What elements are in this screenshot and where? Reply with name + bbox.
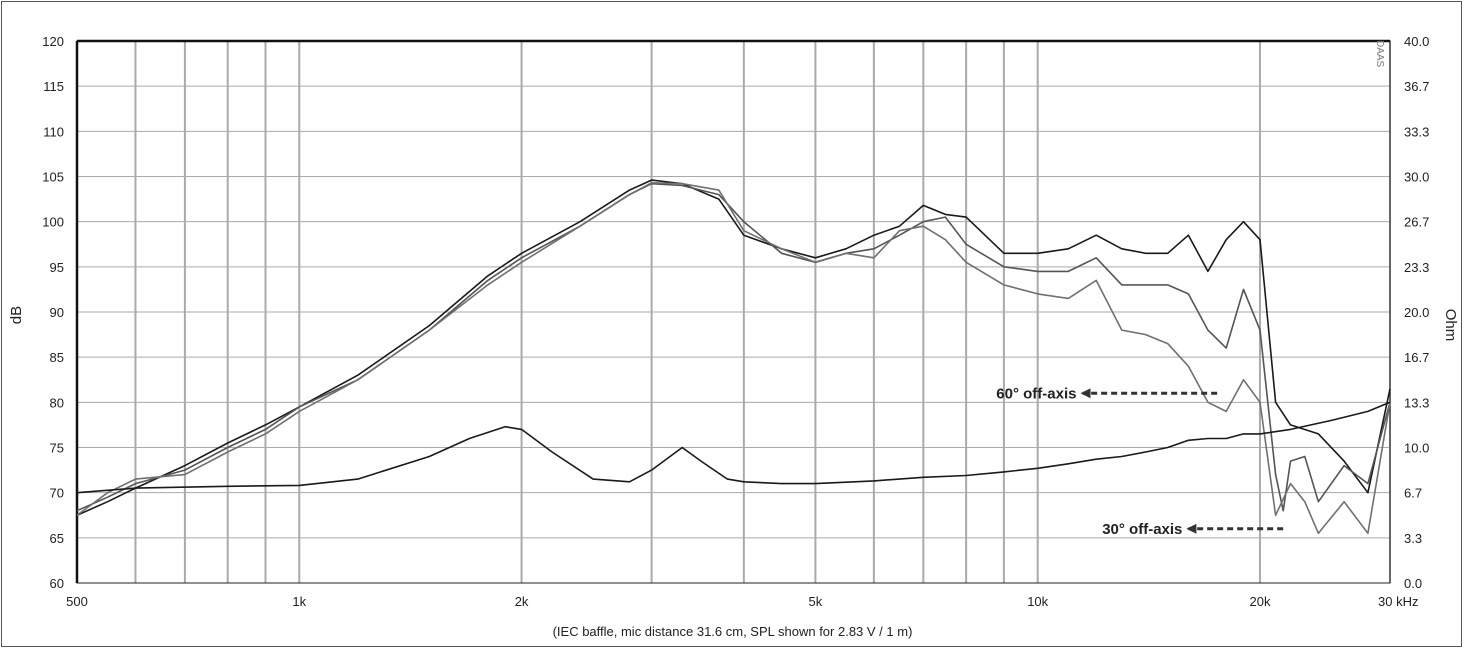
series-line-4	[76, 401, 1391, 494]
x-tick-label: 20k	[1249, 594, 1270, 609]
x-tick-label: 500	[66, 594, 88, 609]
y-tick-label-left: 115	[43, 79, 64, 94]
y-tick-label-left: 85	[50, 350, 64, 365]
y-tick-label-right: 40.0	[1404, 34, 1429, 49]
y-tick-label-right: 6.7	[1404, 486, 1422, 501]
annotation-label: 30° off-axis	[1102, 521, 1182, 538]
x-tick-label: 10k	[1027, 594, 1048, 609]
x-tick-label: 30 kHz	[1378, 594, 1418, 609]
y-tick-label-right: 33.3	[1404, 124, 1429, 139]
y-tick-label-right: 10.0	[1404, 441, 1429, 456]
y-tick-label-right: 13.3	[1404, 395, 1429, 410]
x-tick-label: 2k	[515, 594, 529, 609]
y-tick-label-right: 20.0	[1404, 305, 1429, 320]
y-tick-label-left: 95	[50, 260, 64, 275]
y-tick-label-left: 90	[50, 305, 64, 320]
y-tick-label-right: 3.3	[1404, 531, 1422, 546]
y-tick-label-right: 23.3	[1404, 260, 1429, 275]
y-tick-label-left: 105	[42, 170, 64, 185]
watermark: DAAS	[1374, 40, 1385, 68]
y-tick-label-left: 65	[50, 531, 64, 546]
y-tick-label-right: 30.0	[1404, 170, 1429, 185]
y-tick-label-right: 16.7	[1404, 350, 1429, 365]
annotation-label: 60° off-axis	[996, 385, 1076, 402]
x-tick-label: 1k	[292, 594, 306, 609]
x-tick-label: 5k	[809, 594, 823, 609]
series-line-2	[76, 182, 1391, 512]
series-line-1	[76, 179, 1391, 517]
series-line-3	[76, 182, 1391, 535]
y-tick-label-left: 120	[42, 34, 64, 49]
y-axis-label-left: dB	[8, 305, 25, 325]
y-tick-label-right: 0.0	[1404, 576, 1422, 591]
y-axis-label-right: Ohm	[1442, 308, 1459, 342]
y-tick-label-left: 110	[43, 124, 64, 139]
y-tick-label-left: 70	[50, 486, 64, 501]
chart-caption: (IEC baffle, mic distance 31.6 cm, SPL s…	[552, 624, 913, 639]
y-tick-label-right: 36.7	[1404, 79, 1429, 94]
y-tick-label-left: 75	[50, 441, 64, 456]
y-tick-label-left: 100	[42, 215, 64, 230]
y-tick-label-left: 60	[50, 576, 64, 591]
y-tick-label-right: 26.7	[1404, 215, 1429, 230]
y-tick-label-left: 80	[50, 395, 64, 410]
